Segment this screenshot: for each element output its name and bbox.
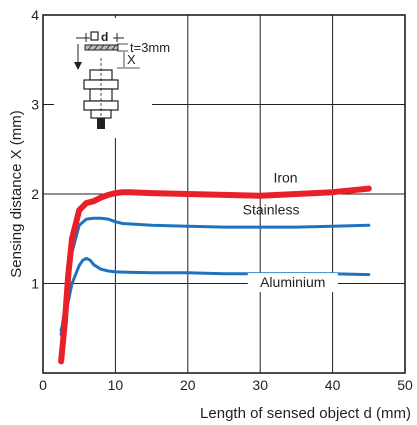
y-tick-label: 2 — [31, 186, 39, 202]
x-tick-label: 50 — [397, 377, 413, 393]
series-line-aluminium — [59, 256, 371, 332]
series-line-iron — [58, 185, 372, 365]
thickness-label: t=3mm — [130, 40, 170, 55]
series-label-iron: Iron — [273, 169, 297, 185]
y-tick-label: 1 — [31, 276, 39, 292]
y-tick-label: 4 — [31, 7, 39, 23]
x-axis-title: Length of sensed object d (mm) — [200, 405, 411, 422]
series-label-aluminium: Aluminium — [260, 274, 325, 290]
x-tick-label: 40 — [325, 377, 341, 393]
x-tick-label: 30 — [252, 377, 268, 393]
tick-labels: 0 10 20 30 40 50 1 2 3 4 — [31, 7, 413, 393]
sensor-diagram: d t=3mm X — [54, 18, 170, 138]
label-background — [247, 273, 338, 293]
distance-label: X — [127, 52, 136, 67]
y-axis-title: Sensing distance X (mm) — [8, 110, 25, 278]
dimension-label: d — [101, 30, 108, 44]
x-tick-label: 0 — [39, 377, 47, 393]
y-tick-label: 3 — [31, 97, 39, 113]
series-label-stainless: Stainless — [243, 202, 300, 218]
x-tick-label: 10 — [108, 377, 124, 393]
x-tick-label: 20 — [180, 377, 196, 393]
plot-frame — [42, 14, 406, 374]
series-labels: Iron Stainless Aluminium — [243, 169, 338, 293]
